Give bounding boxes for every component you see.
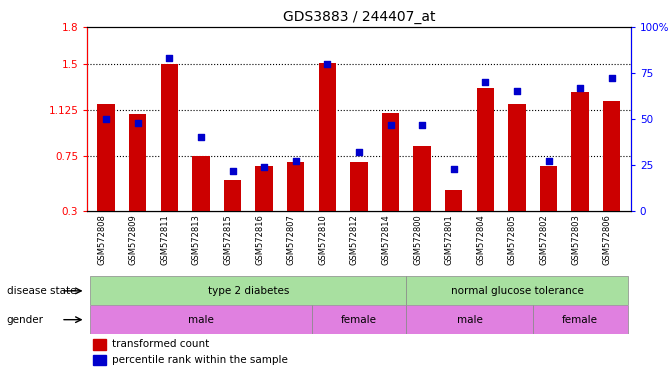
Bar xyxy=(603,101,621,211)
Text: female: female xyxy=(341,314,377,325)
Bar xyxy=(311,305,407,334)
Point xyxy=(196,134,207,141)
Point xyxy=(607,75,617,81)
Text: female: female xyxy=(562,314,598,325)
Bar xyxy=(350,162,368,211)
Bar xyxy=(93,355,106,365)
Text: GSM572815: GSM572815 xyxy=(223,214,233,265)
Point xyxy=(544,158,554,164)
Point xyxy=(259,164,270,170)
Text: GSM572806: GSM572806 xyxy=(603,214,612,265)
Point xyxy=(164,55,174,61)
Point xyxy=(511,88,522,94)
Point xyxy=(322,61,333,67)
Bar xyxy=(97,104,115,211)
Text: GSM572804: GSM572804 xyxy=(476,214,485,265)
Bar xyxy=(540,166,558,211)
Title: GDS3883 / 244407_at: GDS3883 / 244407_at xyxy=(282,10,435,25)
Bar xyxy=(572,92,589,211)
Bar xyxy=(476,88,494,211)
Bar xyxy=(533,305,627,334)
Point xyxy=(385,121,396,127)
Bar xyxy=(193,156,209,211)
Text: GSM572809: GSM572809 xyxy=(129,214,138,265)
Text: disease state: disease state xyxy=(7,286,76,296)
Text: type 2 diabetes: type 2 diabetes xyxy=(208,286,289,296)
Point xyxy=(480,79,491,85)
Bar xyxy=(382,113,399,211)
Bar xyxy=(407,276,627,305)
Point xyxy=(101,116,111,122)
Bar xyxy=(160,64,178,211)
Text: percentile rank within the sample: percentile rank within the sample xyxy=(111,355,288,365)
Bar xyxy=(407,305,533,334)
Bar xyxy=(413,146,431,211)
Text: gender: gender xyxy=(7,314,44,325)
Bar xyxy=(445,190,462,211)
Point xyxy=(132,120,143,126)
Text: GSM572805: GSM572805 xyxy=(508,214,517,265)
Bar xyxy=(287,162,305,211)
Text: GSM572814: GSM572814 xyxy=(382,214,391,265)
Text: GSM572813: GSM572813 xyxy=(192,214,201,265)
Text: GSM572812: GSM572812 xyxy=(350,214,359,265)
Bar xyxy=(91,305,311,334)
Text: GSM572803: GSM572803 xyxy=(571,214,580,265)
Text: GSM572800: GSM572800 xyxy=(413,214,422,265)
Point xyxy=(575,84,586,91)
Text: male: male xyxy=(457,314,482,325)
Bar xyxy=(93,339,106,349)
Text: transformed count: transformed count xyxy=(111,339,209,349)
Point xyxy=(448,166,459,172)
Text: male: male xyxy=(188,314,214,325)
Bar xyxy=(319,63,336,211)
Bar xyxy=(256,166,273,211)
Bar xyxy=(129,114,146,211)
Text: GSM572811: GSM572811 xyxy=(160,214,169,265)
Bar xyxy=(509,104,525,211)
Text: GSM572807: GSM572807 xyxy=(287,214,296,265)
Text: GSM572816: GSM572816 xyxy=(255,214,264,265)
Point xyxy=(291,158,301,164)
Bar xyxy=(91,276,407,305)
Text: GSM572801: GSM572801 xyxy=(445,214,454,265)
Point xyxy=(417,121,427,127)
Bar xyxy=(224,180,242,211)
Text: GSM572810: GSM572810 xyxy=(318,214,327,265)
Point xyxy=(227,167,238,174)
Text: GSM572808: GSM572808 xyxy=(97,214,106,265)
Text: normal glucose tolerance: normal glucose tolerance xyxy=(450,286,583,296)
Point xyxy=(354,149,364,155)
Text: GSM572802: GSM572802 xyxy=(539,214,549,265)
